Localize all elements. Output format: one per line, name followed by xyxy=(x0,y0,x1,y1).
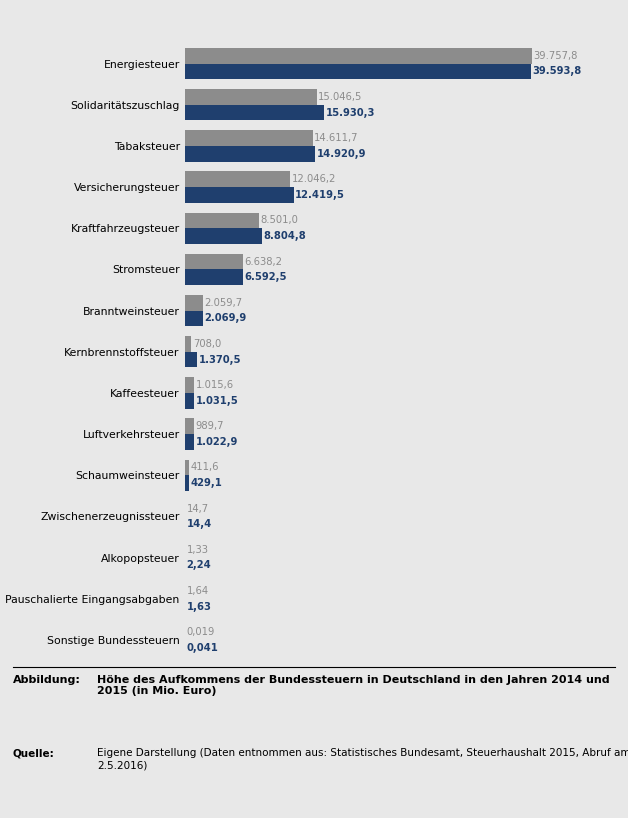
Bar xyxy=(185,64,531,79)
Bar xyxy=(185,311,203,326)
Text: 6.638,2: 6.638,2 xyxy=(244,257,283,267)
Text: 15.046,5: 15.046,5 xyxy=(318,92,362,102)
Bar xyxy=(185,130,313,146)
Bar xyxy=(185,269,243,285)
Text: 12.046,2: 12.046,2 xyxy=(292,174,336,184)
Text: 8.501,0: 8.501,0 xyxy=(261,215,299,226)
Bar xyxy=(185,460,189,475)
Text: Quelle:: Quelle: xyxy=(13,748,54,758)
Text: 39.593,8: 39.593,8 xyxy=(532,66,582,76)
Text: 0,041: 0,041 xyxy=(187,643,219,653)
Text: 14,4: 14,4 xyxy=(187,519,212,529)
Bar xyxy=(185,228,262,244)
Bar xyxy=(185,48,532,64)
Text: 708,0: 708,0 xyxy=(193,339,221,349)
Text: 1.015,6: 1.015,6 xyxy=(195,380,234,390)
Bar xyxy=(185,105,324,120)
Text: Abbildung:: Abbildung: xyxy=(13,675,80,685)
Bar xyxy=(185,172,290,187)
Bar xyxy=(185,377,194,393)
Bar xyxy=(185,419,194,434)
Text: 1.370,5: 1.370,5 xyxy=(198,354,241,365)
Text: 1,63: 1,63 xyxy=(187,601,212,612)
Text: Eigene Darstellung (Daten entnommen aus: Statistisches Bundesamt, Steuerhaushalt: Eigene Darstellung (Daten entnommen aus:… xyxy=(97,748,628,770)
Bar xyxy=(185,295,203,311)
Text: 1,33: 1,33 xyxy=(187,545,208,555)
Text: 429,1: 429,1 xyxy=(190,478,222,488)
Bar xyxy=(185,352,197,367)
Text: Höhe des Aufkommens der Bundessteuern in Deutschland in den Jahren 2014 und
2015: Höhe des Aufkommens der Bundessteuern in… xyxy=(97,675,610,696)
Text: 15.930,3: 15.930,3 xyxy=(325,107,375,118)
Text: 989,7: 989,7 xyxy=(195,421,224,431)
Text: 0,019: 0,019 xyxy=(187,627,215,637)
Text: 2.059,7: 2.059,7 xyxy=(205,298,243,308)
Text: 14.920,9: 14.920,9 xyxy=(317,149,366,159)
Text: 2.069,9: 2.069,9 xyxy=(205,313,247,323)
Bar xyxy=(185,89,317,105)
Bar xyxy=(185,475,189,491)
Text: 12.419,5: 12.419,5 xyxy=(295,190,345,200)
Text: 411,6: 411,6 xyxy=(190,462,219,473)
Bar xyxy=(185,393,194,408)
Text: 39.757,8: 39.757,8 xyxy=(533,51,578,61)
Text: 14.611,7: 14.611,7 xyxy=(314,133,359,143)
Bar xyxy=(185,146,315,161)
Bar xyxy=(185,434,194,450)
Text: 6.592,5: 6.592,5 xyxy=(244,272,286,282)
Text: 2,24: 2,24 xyxy=(187,560,212,570)
Bar xyxy=(185,213,259,228)
Bar xyxy=(185,254,243,269)
Text: 1,64: 1,64 xyxy=(187,586,208,596)
Bar xyxy=(185,336,192,352)
Bar xyxy=(185,187,294,203)
Text: 14,7: 14,7 xyxy=(187,504,209,514)
Text: 8.804,8: 8.804,8 xyxy=(264,231,306,241)
Text: 1.022,9: 1.022,9 xyxy=(195,437,238,447)
Text: 1.031,5: 1.031,5 xyxy=(196,396,239,406)
